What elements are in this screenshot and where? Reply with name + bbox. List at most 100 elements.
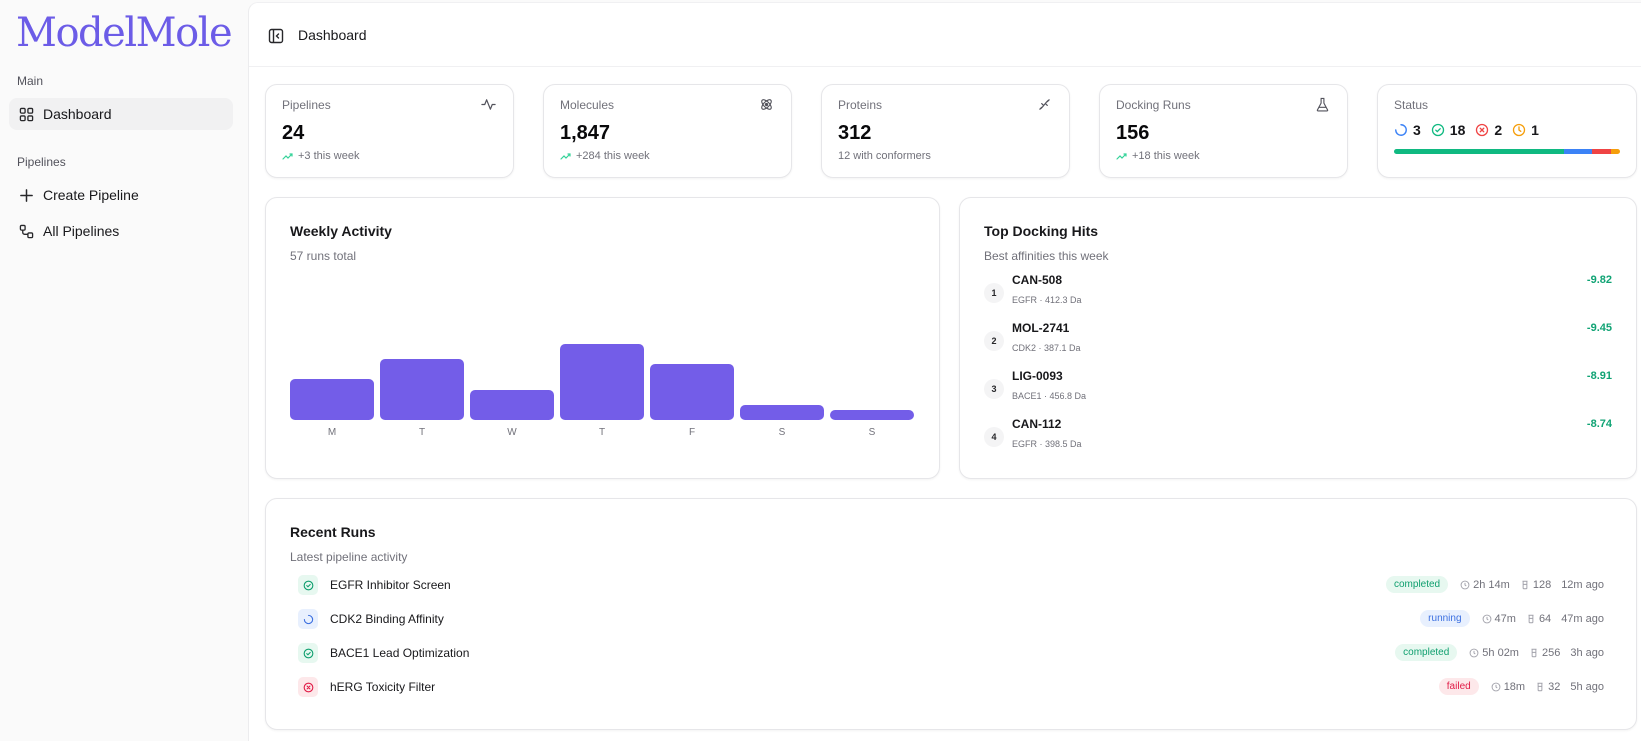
- status-completed: 18: [1431, 122, 1465, 138]
- run-row[interactable]: CDK2 Binding Affinity running 47m 64 47m ago: [290, 608, 1612, 632]
- test-tube-icon: [1531, 648, 1537, 657]
- panel-title: Weekly Activity: [290, 223, 392, 239]
- grid-icon: [18, 106, 34, 122]
- clock-icon: [1491, 682, 1501, 691]
- activity-icon: [481, 97, 497, 113]
- chart-bar-column: M: [290, 340, 374, 438]
- hit-score: -9.82: [1586, 274, 1612, 286]
- hit-row[interactable]: 3 LIG-0093 BACE1 · 456.8 Da -8.91: [984, 369, 1612, 415]
- sidebar-item-all-pipelines[interactable]: All Pipelines: [9, 215, 233, 247]
- run-time-ago: 47m ago: [1561, 612, 1604, 625]
- sidebar-item-dashboard[interactable]: Dashboard: [9, 98, 233, 130]
- stat-sub-text: +284 this week: [576, 150, 650, 162]
- loader-icon: [298, 609, 318, 629]
- hit-rank: 2: [984, 331, 1004, 351]
- panel-title: Recent Runs: [290, 524, 376, 540]
- atom-icon: [759, 97, 775, 113]
- hit-row[interactable]: 1 CAN-508 EGFR · 412.3 Da -9.82: [984, 273, 1612, 319]
- chart-x-label: T: [598, 427, 606, 438]
- chart-x-label: F: [688, 427, 696, 438]
- run-duration: 18m: [1491, 681, 1525, 693]
- stat-card-proteins[interactable]: Proteins 312 12 with conformers: [821, 84, 1070, 178]
- run-count: 64: [1526, 613, 1551, 625]
- stat-sub: 12 with conformers: [838, 150, 931, 162]
- status-label: Status: [1394, 98, 1429, 112]
- x-circle-icon: [1476, 123, 1489, 137]
- sidebar-item-label: Dashboard: [43, 106, 112, 122]
- status-queued: 1: [1512, 122, 1539, 138]
- clock-icon: [1469, 648, 1479, 657]
- chart-x-label: T: [418, 427, 426, 438]
- hit-meta: CDK2 · 387.1 Da: [1012, 343, 1081, 353]
- run-name: hERG Toxicity Filter: [330, 680, 436, 694]
- run-meta: completed 2h 14m 128 12m ago: [1385, 576, 1604, 593]
- hit-name: CAN-112: [1012, 417, 1062, 431]
- chart-bar-column: T: [560, 340, 644, 438]
- chart-bar[interactable]: [290, 379, 374, 420]
- chart-bar[interactable]: [380, 359, 464, 420]
- hit-row[interactable]: 4 CAN-112 EGFR · 398.5 Da -8.74: [984, 417, 1612, 463]
- run-row[interactable]: EGFR Inhibitor Screen completed 2h 14m 128 1…: [290, 574, 1612, 598]
- hit-rank: 3: [984, 379, 1004, 399]
- sidebar-toggle-icon[interactable]: [268, 28, 284, 44]
- test-tube-icon: [1522, 580, 1528, 589]
- stat-value: 312: [838, 122, 872, 144]
- chart-bar[interactable]: [560, 344, 644, 420]
- status-bar-segment-running: [1563, 149, 1592, 154]
- hit-row[interactable]: 2 MOL-2741 CDK2 · 387.1 Da -9.45: [984, 321, 1612, 367]
- status-badge: completed: [1385, 576, 1449, 593]
- chart-bar[interactable]: [830, 409, 914, 420]
- chart-bar[interactable]: [650, 364, 734, 420]
- sidebar-section-pipelines: Pipelines: [17, 155, 66, 169]
- app-logo[interactable]: ModelMole: [16, 10, 233, 56]
- top-bar: Dashboard: [249, 3, 1641, 67]
- run-count: 256: [1529, 647, 1560, 659]
- stat-label: Proteins: [838, 98, 883, 112]
- stat-card-molecules[interactable]: Molecules 1,847 +284 this week: [543, 84, 792, 178]
- page-title: Dashboard: [298, 27, 367, 43]
- run-row[interactable]: hERG Toxicity Filter failed 18m 32 5h ago: [290, 676, 1612, 700]
- stat-card-pipelines[interactable]: Pipelines 24 +3 this week: [265, 84, 514, 178]
- stat-sub: +284 this week: [560, 150, 650, 162]
- trend-up-icon: [1116, 153, 1127, 160]
- status-progress-bar: [1394, 149, 1620, 154]
- stat-card-docking-runs[interactable]: Docking Runs 156 +18 this week: [1099, 84, 1348, 178]
- trend-up-icon: [282, 153, 293, 160]
- dna-icon: [1037, 97, 1053, 113]
- loader-icon: [1395, 124, 1407, 136]
- panel-title: Top Docking Hits: [984, 223, 1099, 239]
- status-counts: 3 18 2 1: [1394, 122, 1549, 138]
- top-docking-hits-card: Top Docking Hits Best affinities this we…: [959, 197, 1637, 479]
- run-count: 32: [1535, 681, 1560, 693]
- status-bar-segment-failed: [1591, 149, 1611, 154]
- chart-bar[interactable]: [470, 389, 554, 420]
- stat-value: 24: [282, 122, 305, 144]
- run-duration: 47m: [1482, 613, 1516, 625]
- run-time-ago: 5h ago: [1570, 680, 1604, 693]
- hit-meta: BACE1 · 456.8 Da: [1012, 391, 1087, 401]
- hit-score: -8.74: [1586, 418, 1612, 430]
- run-meta: failed 18m 32 5h ago: [1438, 678, 1604, 695]
- clock-icon: [1482, 614, 1491, 623]
- sidebar-item-create-pipeline[interactable]: Create Pipeline: [9, 179, 233, 211]
- run-row[interactable]: BACE1 Lead Optimization completed 5h 02m 25…: [290, 642, 1612, 666]
- run-name: BACE1 Lead Optimization: [330, 646, 470, 660]
- stat-sub-text: 12 with conformers: [838, 150, 931, 162]
- chart-bar-column: S: [740, 340, 824, 438]
- status-card[interactable]: Status 3 18 2 1: [1377, 84, 1637, 178]
- status-failed: 2: [1475, 122, 1502, 138]
- chart-bar[interactable]: [740, 404, 824, 420]
- chart-bar-column: T: [380, 340, 464, 438]
- status-bar-segment-completed: [1394, 149, 1564, 154]
- clock-icon: [1513, 123, 1526, 137]
- status-running: 3: [1394, 122, 1421, 138]
- trend-up-icon: [560, 153, 571, 160]
- check-circle-icon: [1431, 123, 1444, 137]
- weekly-activity-card: Weekly Activity 57 runs total M T W T F S S: [265, 197, 940, 479]
- stat-value: 156: [1116, 122, 1150, 144]
- hit-rank: 4: [984, 427, 1004, 447]
- workflow-icon: [18, 223, 34, 239]
- run-duration: 2h 14m: [1460, 579, 1510, 591]
- hit-meta: EGFR · 412.3 Da: [1012, 295, 1082, 305]
- x-circle-icon: [298, 677, 318, 697]
